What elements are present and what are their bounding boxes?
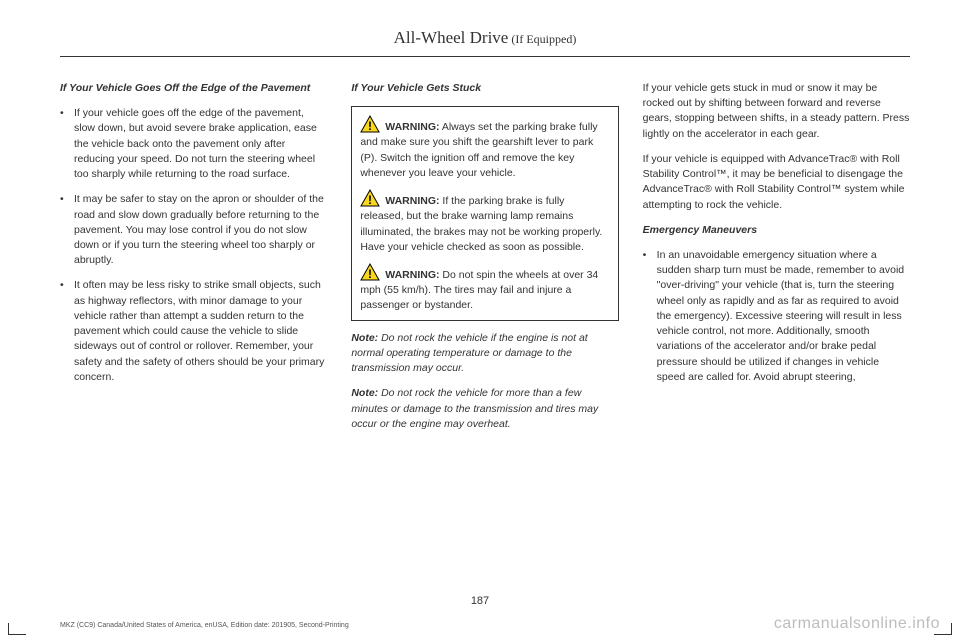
column-1: If Your Vehicle Goes Off the Edge of the… bbox=[60, 81, 327, 442]
warning-label: WARNING: bbox=[385, 121, 439, 133]
bullet-dot: • bbox=[60, 192, 74, 268]
watermark: carmanualsonline.info bbox=[774, 615, 940, 633]
section-title-emergency: Emergency Maneuvers bbox=[643, 223, 910, 238]
note-item: Note: Do not rock the vehicle if the eng… bbox=[351, 331, 618, 377]
content-columns: If Your Vehicle Goes Off the Edge of the… bbox=[60, 81, 910, 442]
warning-item: ! WARNING: Always set the parking brake … bbox=[360, 115, 609, 181]
list-item: • It may be safer to stay on the apron o… bbox=[60, 192, 327, 268]
warning-item: ! WARNING: If the parking brake is fully… bbox=[360, 189, 609, 255]
warning-triangle-icon: ! bbox=[360, 263, 380, 281]
bullet-dot: • bbox=[60, 278, 74, 385]
bullet-text: If your vehicle goes off the edge of the… bbox=[74, 106, 327, 182]
page-header: All-Wheel Drive (If Equipped) bbox=[60, 28, 910, 57]
edition-fineprint: MKZ (CC9) Canada/United States of Americ… bbox=[60, 622, 349, 629]
note-text: Do not rock the vehicle for more than a … bbox=[351, 387, 598, 429]
bullet-text: It may be safer to stay on the apron or … bbox=[74, 192, 327, 268]
svg-text:!: ! bbox=[368, 267, 372, 281]
bullet-dot: • bbox=[60, 106, 74, 182]
section-title-stuck: If Your Vehicle Gets Stuck bbox=[351, 81, 618, 96]
note-label: Note: bbox=[351, 387, 378, 399]
column-3: If your vehicle gets stuck in mud or sno… bbox=[643, 81, 910, 442]
bullet-dot: • bbox=[643, 248, 657, 385]
page-number: 187 bbox=[0, 595, 960, 607]
warning-triangle-icon: ! bbox=[360, 115, 380, 133]
list-item: • It often may be less risky to strike s… bbox=[60, 278, 327, 385]
warning-triangle-icon: ! bbox=[360, 189, 380, 207]
warning-item: ! WARNING: Do not spin the wheels at ove… bbox=[360, 263, 609, 314]
svg-text:!: ! bbox=[368, 193, 372, 207]
note-text: Do not rock the vehicle if the engine is… bbox=[351, 332, 587, 374]
header-main: All-Wheel Drive bbox=[394, 28, 509, 47]
list-item: • If your vehicle goes off the edge of t… bbox=[60, 106, 327, 182]
warning-label: WARNING: bbox=[385, 269, 439, 281]
bullet-text: It often may be less risky to strike sma… bbox=[74, 278, 327, 385]
paragraph: If your vehicle is equipped with Advance… bbox=[643, 152, 910, 213]
column-2: If Your Vehicle Gets Stuck ! WARNING: Al… bbox=[351, 81, 618, 442]
crop-mark-left bbox=[8, 623, 26, 635]
warning-label: WARNING: bbox=[385, 195, 439, 207]
paragraph: If your vehicle gets stuck in mud or sno… bbox=[643, 81, 910, 142]
note-label: Note: bbox=[351, 332, 378, 344]
header-sub: (If Equipped) bbox=[508, 32, 576, 46]
section-title-edge: If Your Vehicle Goes Off the Edge of the… bbox=[60, 81, 327, 96]
svg-text:!: ! bbox=[368, 119, 372, 133]
list-item: • In an unavoidable emergency situation … bbox=[643, 248, 910, 385]
note-item: Note: Do not rock the vehicle for more t… bbox=[351, 386, 618, 432]
bullet-text: In an unavoidable emergency situation wh… bbox=[657, 248, 910, 385]
crop-mark-right bbox=[934, 623, 952, 635]
warning-box: ! WARNING: Always set the parking brake … bbox=[351, 106, 618, 320]
